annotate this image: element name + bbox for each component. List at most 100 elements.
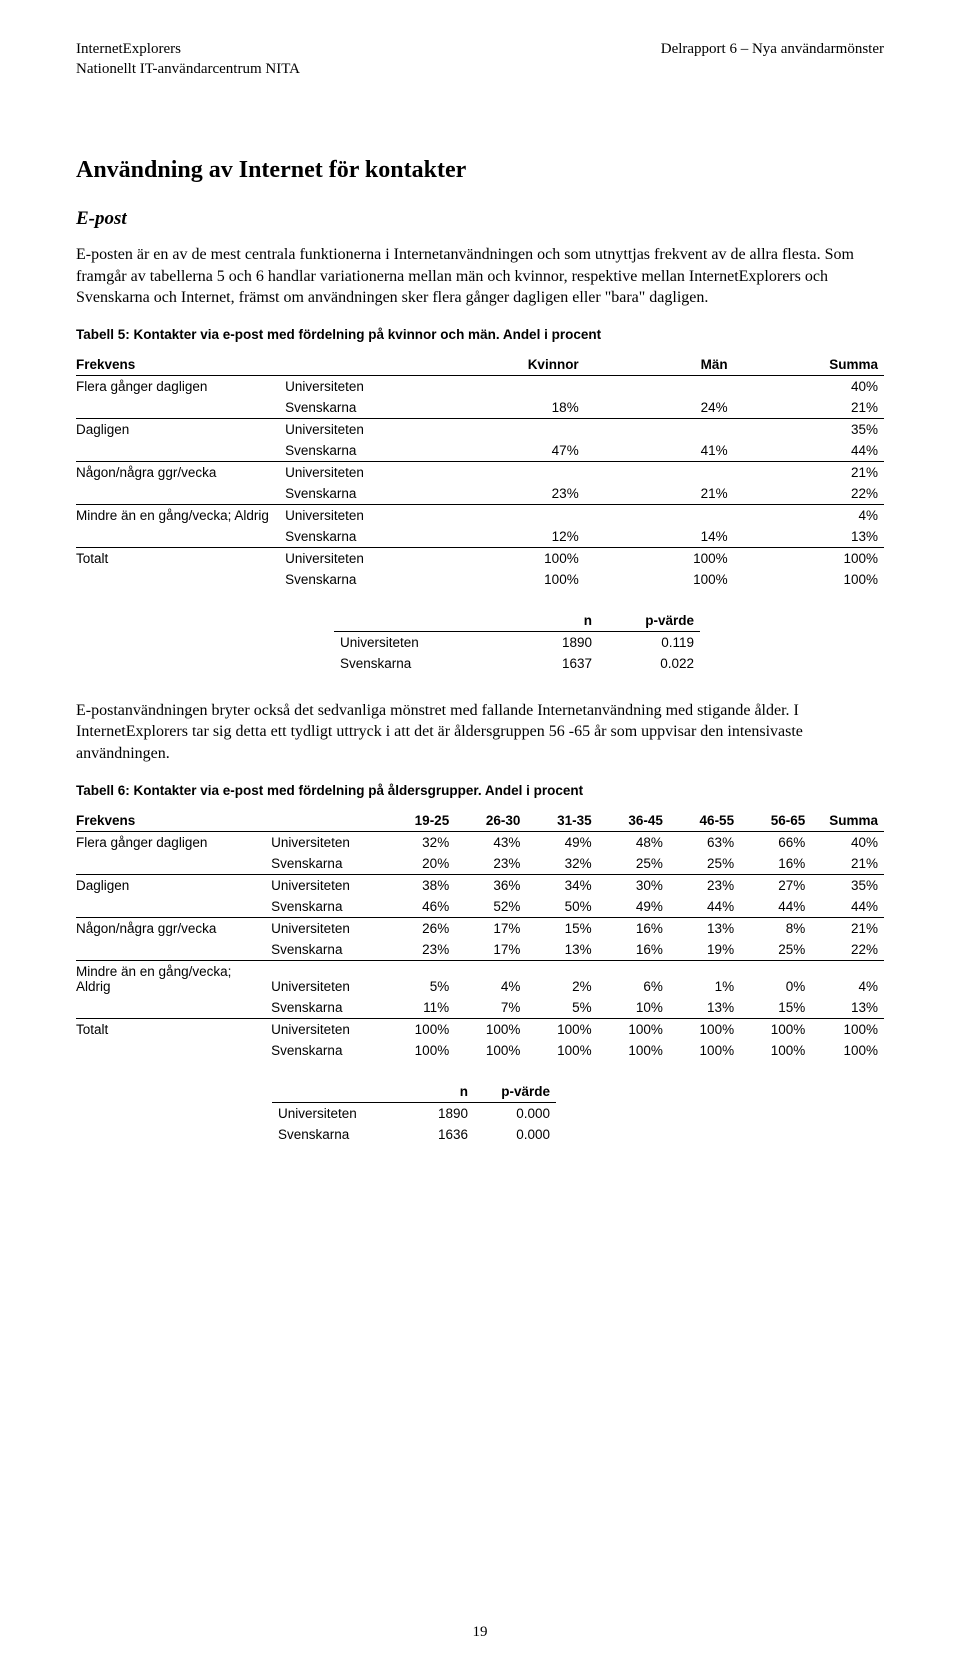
table5-cell-kvinnor: 47%: [434, 440, 585, 462]
table5-cell-kvinnor: 18%: [434, 397, 585, 419]
table6-cell-label: Mindre än en gång/vecka; Aldrig: [76, 960, 265, 997]
table5-cell-summa: 21%: [734, 397, 884, 419]
table5-cell-summa: 4%: [734, 504, 884, 526]
table6-head-frekvens: Frekvens: [76, 810, 265, 832]
table5-cell-summa: 40%: [734, 375, 884, 397]
table5-cell-summa: 35%: [734, 418, 884, 440]
table6-cell-v5: 27%: [740, 874, 811, 896]
header-suborg: Nationellt IT-användarcentrum NITA: [76, 60, 300, 80]
table6-cell-v5: 100%: [740, 1018, 811, 1040]
header-left: InternetExplorers Nationellt IT-användar…: [76, 40, 300, 79]
stats6-head-p: p-värde: [474, 1081, 556, 1103]
table6-cell-v2: 5%: [526, 997, 597, 1019]
table5-cell-man: 100%: [585, 569, 734, 590]
table6-cell-v4: 100%: [669, 1018, 740, 1040]
table5-row: Svenskarna23%21%22%: [76, 483, 884, 505]
table6-cell-v1: 36%: [455, 874, 526, 896]
table6-cell-v3: 25%: [598, 853, 669, 875]
table5-cell-label: Flera gånger dagligen: [76, 375, 279, 397]
table5-cell-man: [585, 418, 734, 440]
stats5-head-p: p-värde: [598, 610, 700, 632]
table6-cell-v5: 100%: [740, 1040, 811, 1061]
stats6-cell-source: Svenskarna: [272, 1124, 400, 1145]
header-org: InternetExplorers: [76, 40, 300, 60]
table6-cell-v5: 25%: [740, 939, 811, 961]
table6-cell-v2: 100%: [526, 1018, 597, 1040]
table6-cell-v0: 20%: [384, 853, 455, 875]
paragraph-1: E-posten är en av de mest centrala funkt…: [76, 244, 884, 309]
table6-cell-v3: 100%: [598, 1018, 669, 1040]
table5-row: Svenskarna12%14%13%: [76, 526, 884, 548]
table6-cell-v3: 30%: [598, 874, 669, 896]
table6-cell-v6: 44%: [811, 896, 884, 918]
table5-cell-source: Svenskarna: [279, 569, 434, 590]
table5-head-frekvens: Frekvens: [76, 354, 279, 376]
table6-cell-v0: 32%: [384, 831, 455, 853]
table6-head-blank: [265, 810, 384, 832]
table5-cell-label: Totalt: [76, 547, 279, 569]
table6-cell-label: [76, 896, 265, 918]
table6-cell-v0: 38%: [384, 874, 455, 896]
table6-cell-label: [76, 997, 265, 1019]
table5-cell-source: Universiteten: [279, 547, 434, 569]
stats5-cell-n: 1890: [496, 631, 598, 653]
table6-cell-v0: 46%: [384, 896, 455, 918]
table6-cell-v6: 4%: [811, 960, 884, 997]
table6-cell-source: Svenskarna: [265, 939, 384, 961]
table5-cell-man: 24%: [585, 397, 734, 419]
table6-cell-v2: 15%: [526, 917, 597, 939]
table6-cell-v0: 11%: [384, 997, 455, 1019]
table6-cell-v6: 21%: [811, 917, 884, 939]
table6-cell-v4: 63%: [669, 831, 740, 853]
page-number: 19: [0, 1624, 960, 1641]
table6-row: Svenskarna23%17%13%16%19%25%22%: [76, 939, 884, 961]
table6-cell-source: Universiteten: [265, 831, 384, 853]
table5-head-summa: Summa: [734, 354, 884, 376]
stats6-row: Svenskarna16360.000: [272, 1124, 556, 1145]
table5-cell-summa: 100%: [734, 547, 884, 569]
stats6-cell-p: 0.000: [474, 1102, 556, 1124]
stats5-cell-source: Universiteten: [334, 631, 496, 653]
table5-row: Mindre än en gång/vecka; AldrigUniversit…: [76, 504, 884, 526]
table6-cell-v0: 100%: [384, 1018, 455, 1040]
table6-row: TotaltUniversiteten100%100%100%100%100%1…: [76, 1018, 884, 1040]
table6-cell-v4: 19%: [669, 939, 740, 961]
table6-cell-label: Dagligen: [76, 874, 265, 896]
header-right: Delrapport 6 – Nya användarmönster: [661, 40, 884, 79]
table6-head-summa: Summa: [811, 810, 884, 832]
table6-cell-v6: 21%: [811, 853, 884, 875]
table6-cell-v4: 25%: [669, 853, 740, 875]
table6-cell-v5: 8%: [740, 917, 811, 939]
table5-row: Svenskarna100%100%100%: [76, 569, 884, 590]
table6-cell-v2: 50%: [526, 896, 597, 918]
table5-cell-summa: 21%: [734, 461, 884, 483]
table5-head-kvinnor: Kvinnor: [434, 354, 585, 376]
table6-row: Svenskarna20%23%32%25%25%16%21%: [76, 853, 884, 875]
table6-cell-v5: 0%: [740, 960, 811, 997]
paragraph-2: E-postanvändningen bryter också det sedv…: [76, 700, 884, 765]
table5-cell-label: [76, 397, 279, 419]
table6-cell-v1: 17%: [455, 939, 526, 961]
table6-cell-v2: 49%: [526, 831, 597, 853]
table6-row: Svenskarna100%100%100%100%100%100%100%: [76, 1040, 884, 1061]
table6-cell-v4: 44%: [669, 896, 740, 918]
table6-cell-v2: 34%: [526, 874, 597, 896]
stats6-cell-n: 1890: [400, 1102, 474, 1124]
table6-cell-v3: 100%: [598, 1040, 669, 1061]
table6-cell-v3: 6%: [598, 960, 669, 997]
table6-cell-v1: 100%: [455, 1018, 526, 1040]
table5-cell-kvinnor: 23%: [434, 483, 585, 505]
table6-cell-v2: 2%: [526, 960, 597, 997]
table6-cell-label: Någon/några ggr/vecka: [76, 917, 265, 939]
table5-cell-label: Dagligen: [76, 418, 279, 440]
table5-cell-summa: 22%: [734, 483, 884, 505]
table5-head-man: Män: [585, 354, 734, 376]
table6-row: Svenskarna46%52%50%49%44%44%44%: [76, 896, 884, 918]
stats5-head-n: n: [496, 610, 598, 632]
table5-cell-kvinnor: 100%: [434, 547, 585, 569]
page: InternetExplorers Nationellt IT-användar…: [0, 0, 960, 1669]
table6-cell-v3: 16%: [598, 939, 669, 961]
table6-cell-label: [76, 1040, 265, 1061]
table6-cell-v4: 13%: [669, 917, 740, 939]
table6-row: Någon/några ggr/veckaUniversiteten26%17%…: [76, 917, 884, 939]
